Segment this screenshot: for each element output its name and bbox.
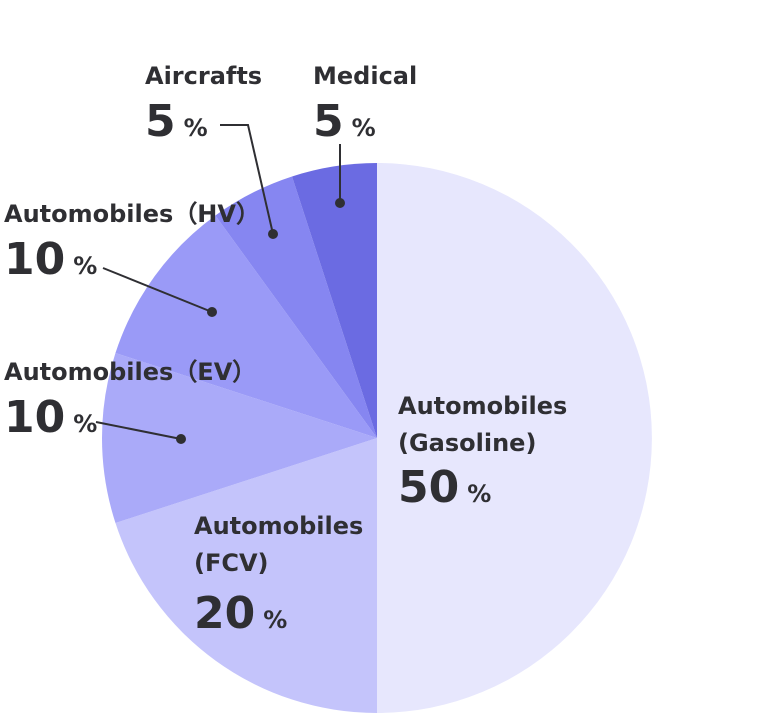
slice-value-4: 5% bbox=[145, 96, 208, 147]
slice-value-5: 5% bbox=[313, 96, 376, 147]
slice-value-1: 20% bbox=[194, 588, 287, 639]
leader-dot-2 bbox=[176, 434, 186, 444]
pie-slice-5 bbox=[292, 163, 377, 438]
leader-line-2 bbox=[95, 421, 182, 440]
slice-label-0-line-0: Automobiles bbox=[398, 392, 567, 420]
slice-value-0: 50% bbox=[398, 462, 491, 513]
leader-dot-5 bbox=[335, 198, 345, 208]
slice-labels: Automobiles (Gasoline) 50 % Automobiles (FCV)… bbox=[4, 62, 567, 639]
slice-value-3: 10% bbox=[4, 234, 97, 285]
leader-line-4 bbox=[220, 124, 274, 235]
slice-label-1-line-0: Automobiles bbox=[194, 512, 363, 540]
pie-slice-1 bbox=[115, 438, 377, 713]
leader-dot-4 bbox=[268, 229, 278, 239]
slice-label-2-line-0: Automobiles（EV） bbox=[4, 358, 256, 386]
pie-slice-3 bbox=[115, 215, 377, 438]
leader-lines bbox=[95, 124, 345, 444]
pie-slice-2 bbox=[101, 353, 377, 523]
slice-label-5-line-0: Medical bbox=[313, 62, 417, 90]
slice-label-0-line-1: (Gasoline) bbox=[398, 429, 536, 457]
leader-line-3 bbox=[102, 267, 213, 313]
slice-value-2: 10% bbox=[4, 392, 97, 443]
leader-dot-3 bbox=[207, 307, 217, 317]
slice-label-1-line-1: (FCV) bbox=[194, 549, 269, 577]
pie-slice-0 bbox=[377, 163, 652, 713]
slice-label-4-line-0: Aircrafts bbox=[145, 62, 262, 90]
pie-slices bbox=[101, 163, 652, 713]
pie-slice-4 bbox=[215, 176, 377, 438]
slice-label-3-line-0: Automobiles（HV） bbox=[4, 200, 260, 228]
